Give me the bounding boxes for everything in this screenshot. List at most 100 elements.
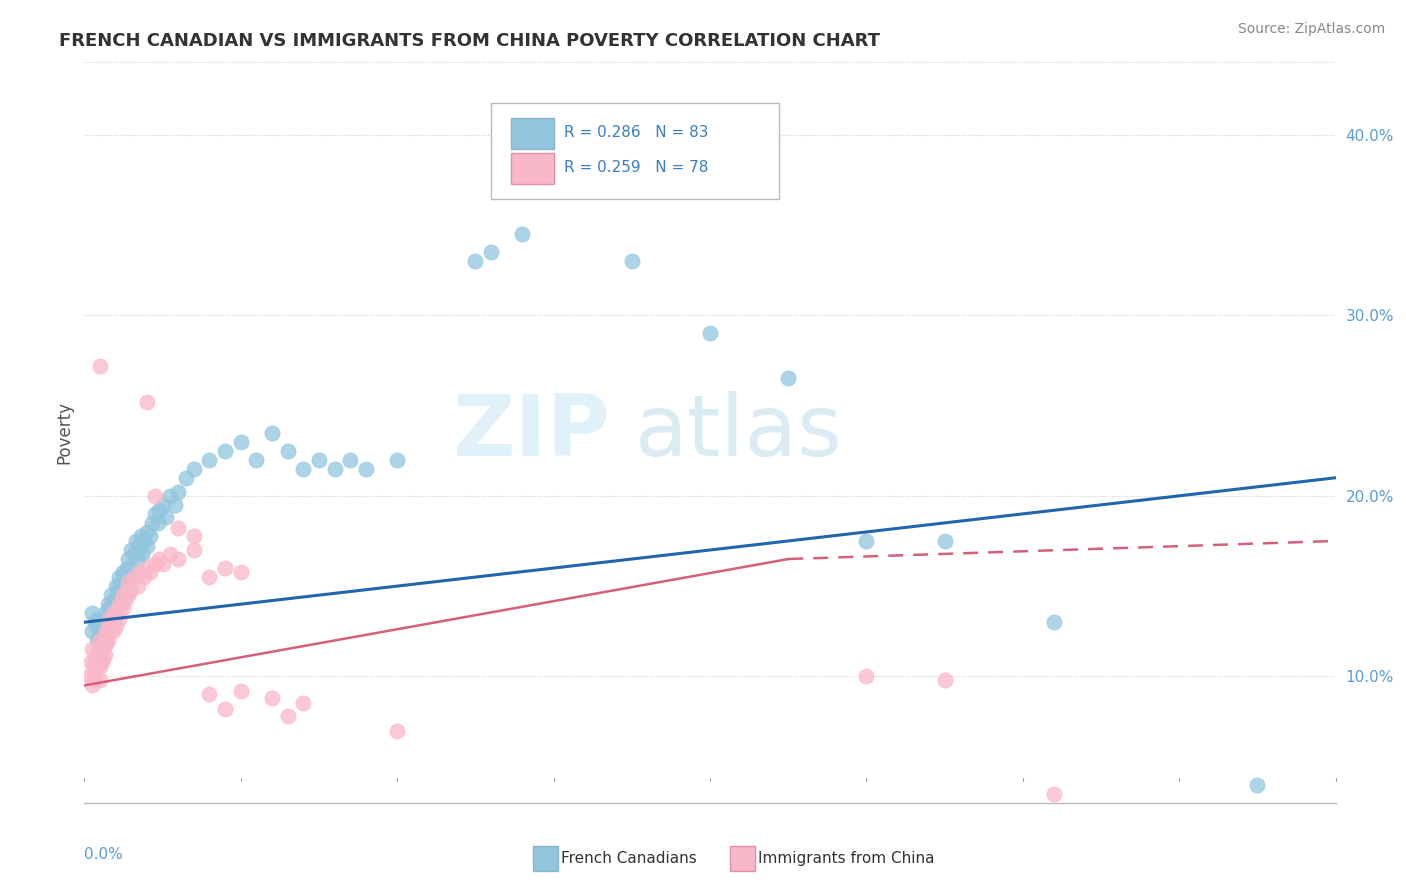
Point bbox=[323, 461, 346, 475]
Point bbox=[124, 570, 146, 584]
Point bbox=[107, 597, 129, 611]
Point bbox=[104, 619, 127, 633]
Point bbox=[183, 528, 205, 542]
Point bbox=[112, 565, 135, 579]
Text: French Canadians: French Canadians bbox=[561, 851, 697, 865]
Point bbox=[127, 552, 149, 566]
Point bbox=[132, 570, 155, 584]
FancyBboxPatch shape bbox=[510, 118, 554, 149]
Point bbox=[91, 651, 114, 665]
Point bbox=[277, 709, 299, 723]
Point bbox=[174, 471, 197, 485]
Point bbox=[214, 561, 236, 575]
Point bbox=[855, 533, 877, 548]
Point bbox=[124, 547, 146, 561]
Point bbox=[620, 254, 643, 268]
Point bbox=[136, 524, 159, 539]
Point bbox=[97, 619, 120, 633]
Text: R = 0.286   N = 83: R = 0.286 N = 83 bbox=[564, 125, 709, 140]
Point bbox=[89, 673, 111, 687]
FancyBboxPatch shape bbox=[510, 153, 554, 184]
Point bbox=[131, 547, 153, 561]
Point bbox=[86, 660, 108, 674]
Point bbox=[139, 528, 162, 542]
Point bbox=[117, 570, 139, 584]
Point bbox=[98, 612, 121, 626]
Point bbox=[98, 600, 121, 615]
Point bbox=[107, 579, 129, 593]
Point bbox=[86, 633, 108, 648]
Point bbox=[159, 489, 181, 503]
Point bbox=[183, 461, 205, 475]
Point bbox=[385, 723, 409, 738]
Point bbox=[101, 624, 124, 639]
Text: ZIP: ZIP bbox=[453, 391, 610, 475]
Point bbox=[84, 673, 107, 687]
Text: Immigrants from China: Immigrants from China bbox=[758, 851, 935, 865]
Point bbox=[117, 588, 139, 602]
Point bbox=[127, 579, 149, 593]
Point bbox=[89, 637, 111, 651]
Point bbox=[128, 540, 150, 554]
Point bbox=[120, 561, 142, 575]
Text: 0.0%: 0.0% bbox=[84, 847, 124, 863]
Point bbox=[84, 615, 107, 630]
Point bbox=[93, 648, 115, 662]
Point bbox=[1043, 615, 1066, 630]
Point bbox=[111, 593, 134, 607]
Point bbox=[83, 660, 105, 674]
Point bbox=[125, 533, 148, 548]
Point bbox=[479, 245, 502, 260]
Point bbox=[110, 600, 132, 615]
Point bbox=[308, 452, 330, 467]
Point bbox=[89, 630, 111, 644]
Point bbox=[79, 655, 101, 669]
Point bbox=[82, 678, 104, 692]
Point bbox=[105, 588, 128, 602]
Point bbox=[114, 593, 136, 607]
Point bbox=[159, 547, 181, 561]
Point bbox=[84, 651, 107, 665]
Text: FRENCH CANADIAN VS IMMIGRANTS FROM CHINA POVERTY CORRELATION CHART: FRENCH CANADIAN VS IMMIGRANTS FROM CHINA… bbox=[59, 32, 880, 50]
Point bbox=[110, 582, 132, 597]
Point bbox=[83, 669, 105, 683]
Point bbox=[112, 588, 135, 602]
Point bbox=[117, 575, 139, 590]
Point bbox=[120, 582, 142, 597]
Point bbox=[148, 552, 170, 566]
Point bbox=[262, 691, 284, 706]
Point bbox=[90, 655, 112, 669]
Point bbox=[214, 443, 236, 458]
Point bbox=[86, 648, 108, 662]
Point bbox=[93, 637, 115, 651]
Point bbox=[339, 452, 361, 467]
Point bbox=[101, 593, 124, 607]
Point bbox=[86, 619, 108, 633]
Point bbox=[89, 648, 111, 662]
Point bbox=[262, 425, 284, 440]
Point bbox=[143, 489, 166, 503]
Point bbox=[229, 565, 252, 579]
Point bbox=[385, 452, 409, 467]
Point bbox=[115, 561, 138, 575]
Point bbox=[98, 612, 121, 626]
Point bbox=[114, 570, 136, 584]
Point bbox=[141, 516, 163, 530]
Point bbox=[89, 642, 111, 657]
Point bbox=[100, 619, 122, 633]
Point bbox=[167, 485, 190, 500]
Point bbox=[107, 570, 129, 584]
Point bbox=[155, 510, 177, 524]
Point bbox=[292, 461, 315, 475]
Point bbox=[96, 624, 118, 639]
Point bbox=[512, 227, 534, 241]
Point bbox=[1043, 787, 1066, 801]
Point bbox=[104, 579, 127, 593]
Point bbox=[98, 624, 121, 639]
Point bbox=[148, 503, 170, 517]
Point bbox=[354, 461, 377, 475]
Point bbox=[143, 558, 166, 572]
Point bbox=[229, 683, 252, 698]
Text: atlas: atlas bbox=[636, 391, 844, 475]
Point bbox=[152, 558, 174, 572]
